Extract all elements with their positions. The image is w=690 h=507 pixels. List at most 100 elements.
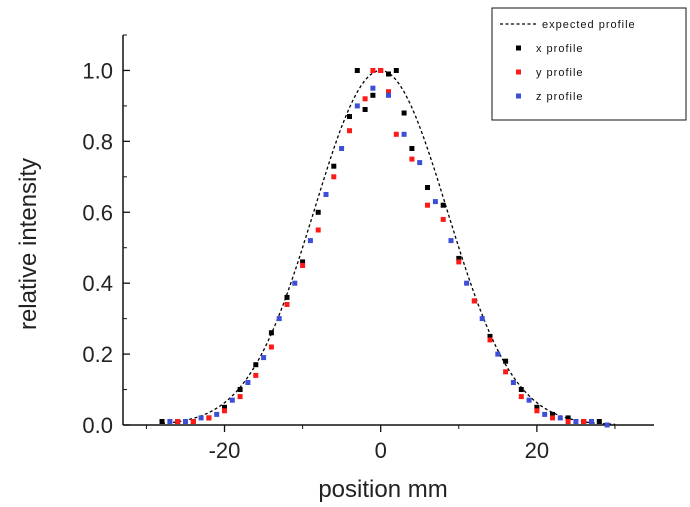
data-point: [183, 419, 188, 424]
data-point: [300, 259, 306, 265]
data-point: [393, 131, 399, 137]
data-point: [550, 415, 555, 421]
data-point: [409, 146, 415, 151]
tick-labels: 0.0 0.2 0.4 0.6 0.8 1.0 -20 0 20: [82, 58, 549, 463]
x-tick-label: -20: [209, 438, 241, 463]
data-point: [596, 419, 602, 424]
data-point: [464, 280, 470, 286]
legend-label: z profile: [536, 91, 584, 103]
data-point: [487, 333, 493, 339]
data-point: [393, 68, 399, 73]
data-point: [565, 419, 571, 424]
data-point: [339, 146, 345, 151]
data-point: [518, 394, 524, 400]
data-point: [222, 408, 227, 414]
data-point: [573, 419, 579, 424]
data-point: [315, 227, 321, 233]
data-point: [347, 114, 352, 119]
data-point: [214, 411, 220, 417]
series-x-profile: [159, 68, 602, 424]
data-point: [190, 419, 196, 424]
legend-label: expected profile: [542, 19, 636, 31]
data-point: [362, 107, 368, 112]
data-point: [206, 415, 212, 421]
data-point: [534, 408, 540, 414]
data-point: [550, 411, 555, 417]
series-y-profile: [175, 68, 587, 424]
data-point: [307, 238, 313, 244]
data-point: [386, 92, 391, 98]
data-point: [526, 397, 532, 403]
data-point: [323, 192, 329, 197]
y-tick-label: 1.0: [82, 58, 113, 83]
data-point: [378, 68, 384, 73]
data-point: [401, 110, 407, 116]
legend-box: [491, 7, 687, 121]
y-tick-label: 0.6: [82, 200, 113, 225]
data-point: [253, 362, 259, 368]
data-point: [300, 263, 306, 268]
y-tick-label: 0.2: [82, 342, 113, 367]
data-point: [292, 280, 298, 286]
data-point: [503, 358, 509, 364]
data-point: [456, 255, 462, 261]
data-point: [487, 337, 493, 343]
data-point: [409, 156, 415, 162]
data-point: [386, 89, 391, 95]
data-point: [268, 344, 274, 350]
data-point: [167, 419, 173, 424]
data-point: [276, 316, 282, 322]
data-point: [471, 298, 477, 304]
data-point: [557, 415, 563, 421]
legend-swatch: [516, 69, 521, 75]
data-point: [370, 85, 376, 91]
data-point: [503, 369, 509, 375]
data-point: [589, 419, 594, 424]
series-z-profile: [167, 85, 610, 428]
data-point: [354, 103, 360, 109]
data-point: [581, 419, 587, 424]
data-point: [229, 397, 235, 403]
data-point: [510, 380, 516, 385]
legend-swatch: [516, 45, 521, 51]
data-point: [198, 415, 204, 421]
legend: expected profile x profile y profile z prof…: [491, 7, 687, 121]
data-point: [479, 316, 485, 322]
data-point: [425, 185, 430, 190]
data-point: [448, 238, 454, 244]
x-axis-title: position mm: [318, 476, 447, 503]
data-point: [440, 216, 446, 222]
data-point: [542, 411, 548, 417]
data-point: [331, 174, 337, 180]
data-point: [518, 387, 524, 392]
expected-profile-line: [161, 69, 616, 425]
y-tick-label: 0.4: [82, 271, 113, 296]
data-point: [222, 404, 227, 410]
data-point: [261, 355, 267, 361]
data-point: [417, 160, 423, 166]
data-point: [237, 387, 243, 392]
data-point: [425, 202, 430, 208]
x-tick-label: 20: [525, 438, 549, 463]
data-point: [495, 351, 501, 357]
data-point: [386, 71, 391, 77]
data-point: [534, 404, 540, 410]
data-point: [175, 419, 181, 424]
legend-label: y profile: [536, 67, 584, 79]
data-point: [604, 422, 610, 428]
y-axis-title: relative intensity: [15, 158, 42, 330]
data-point: [245, 380, 251, 385]
data-point: [370, 92, 376, 98]
expected-profile-curve: [161, 69, 616, 425]
legend-label: x profile: [536, 43, 584, 55]
data-point: [440, 202, 446, 208]
data-point: [432, 199, 438, 205]
data-point: [362, 96, 368, 102]
data-points: [159, 68, 610, 428]
data-point: [347, 128, 352, 134]
y-tick-label: 0.8: [82, 129, 113, 154]
y-tick-label: 0.0: [82, 413, 113, 438]
data-point: [268, 330, 274, 336]
data-point: [370, 68, 376, 73]
